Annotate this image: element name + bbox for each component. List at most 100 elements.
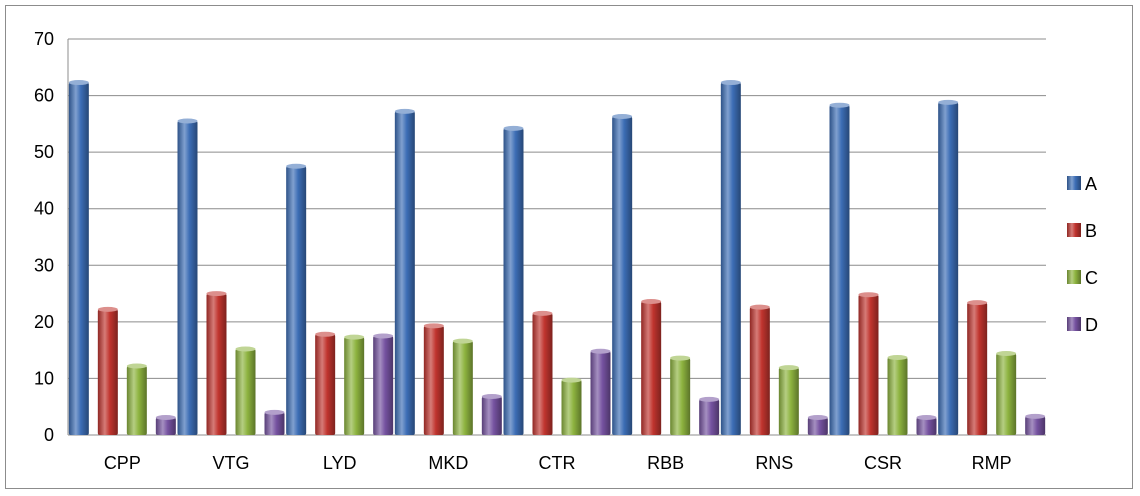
bar-cap	[452, 338, 473, 344]
bar-cap	[423, 323, 444, 329]
legend-swatch-b	[1067, 223, 1081, 237]
legend: A B C D	[1067, 174, 1098, 335]
bar-cap	[503, 125, 524, 131]
bar-rbb-b	[641, 301, 662, 435]
y-tick-label: 50	[34, 142, 54, 162]
bar-rbb-a	[612, 116, 633, 435]
bar-cap	[264, 409, 285, 415]
bar-ctr-d	[590, 351, 611, 435]
bar-cap	[858, 292, 879, 298]
bar-cpp-b	[97, 309, 118, 435]
bar-cap	[720, 80, 741, 86]
bar-mkd-d	[481, 396, 502, 435]
y-tick-label: 30	[34, 255, 54, 275]
bar-cap	[155, 414, 176, 420]
legend-label-d: D	[1085, 315, 1098, 335]
bar-lyd-d	[373, 336, 394, 435]
bar-cap	[778, 365, 799, 371]
legend-label-c: C	[1085, 268, 1098, 288]
legend-swatch-c	[1067, 270, 1081, 284]
legend-swatch-a	[1067, 176, 1081, 190]
bar-rmp-d	[1025, 416, 1046, 435]
gridlines	[67, 38, 1046, 436]
bar-rmp-a	[938, 102, 959, 436]
bar-cpp-d	[155, 417, 176, 435]
x-tick-label: CSR	[864, 453, 902, 473]
legend-swatch-d	[1067, 317, 1081, 331]
bar-csr-b	[858, 294, 879, 435]
bar-cap	[481, 394, 502, 400]
bar-cap	[235, 346, 256, 352]
bar-rns-a	[720, 82, 741, 435]
bar-ctr-b	[532, 313, 553, 435]
bar-cap	[97, 306, 118, 312]
bar-vtg-a	[177, 121, 198, 436]
bar-cap	[286, 163, 307, 169]
x-tick-label: RNS	[755, 453, 793, 473]
bar-cap	[749, 304, 770, 310]
x-tick-label: VTG	[212, 453, 249, 473]
bar-cpp-a	[68, 82, 89, 435]
x-tick-label: CTR	[539, 453, 576, 473]
x-tick-label: RBB	[647, 453, 684, 473]
bar-csr-c	[887, 357, 908, 435]
bar-cap	[177, 118, 198, 124]
bar-cap	[126, 363, 147, 369]
x-tick-label: LYD	[323, 453, 357, 473]
bar-cpp-c	[126, 365, 147, 435]
bar-cap	[938, 99, 959, 105]
bar-mkd-c	[452, 341, 473, 435]
bar-lyd-a	[286, 166, 307, 436]
bar-rmp-b	[967, 302, 988, 435]
bar-cap	[807, 414, 828, 420]
bar-cap	[699, 396, 720, 402]
bar-mkd-a	[394, 111, 415, 435]
bar-cap	[670, 355, 691, 361]
bar-lyd-b	[315, 334, 336, 435]
bar-csr-a	[829, 105, 850, 435]
bar-rns-b	[749, 307, 770, 435]
legend-label-a: A	[1085, 174, 1097, 194]
y-tick-label: 40	[34, 199, 54, 219]
bar-cap	[394, 108, 415, 114]
bar-cap	[68, 80, 89, 86]
bar-ctr-a	[503, 128, 524, 435]
bar-rbb-c	[670, 358, 691, 435]
bar-cap	[532, 310, 553, 316]
y-axis-ticks: 0 10 20 30 40 50 60 70	[34, 29, 54, 445]
bar-cap	[887, 354, 908, 360]
bar-rns-c	[778, 367, 799, 435]
bar-rmp-c	[996, 353, 1017, 435]
bars	[68, 80, 1046, 436]
bar-csr-d	[916, 417, 937, 435]
x-tick-label: MKD	[428, 453, 468, 473]
bar-cap	[612, 114, 633, 120]
bar-rns-d	[807, 417, 828, 435]
y-tick-label: 10	[34, 368, 54, 388]
bar-rbb-d	[699, 399, 720, 435]
legend-label-b: B	[1085, 221, 1097, 241]
bar-cap	[344, 334, 365, 340]
bar-ctr-c	[561, 380, 582, 435]
bar-vtg-c	[235, 349, 256, 435]
bar-cap	[967, 300, 988, 306]
bar-cap	[561, 377, 582, 383]
bar-cap	[829, 102, 850, 108]
bar-mkd-b	[423, 325, 444, 435]
x-tick-label: RMP	[972, 453, 1012, 473]
y-tick-label: 0	[44, 425, 54, 445]
bar-vtg-b	[206, 293, 227, 435]
bar-cap	[916, 414, 937, 420]
bar-vtg-d	[264, 412, 285, 435]
bar-cap	[641, 298, 662, 304]
y-tick-label: 60	[34, 86, 54, 106]
bar-cap	[590, 348, 611, 354]
bar-cap	[315, 331, 336, 337]
bar-cap	[996, 351, 1017, 357]
bar-cap	[373, 333, 394, 339]
y-tick-label: 20	[34, 312, 54, 332]
bar-cap	[206, 291, 227, 297]
bar-cap	[1025, 413, 1046, 419]
bar-lyd-c	[344, 337, 365, 435]
